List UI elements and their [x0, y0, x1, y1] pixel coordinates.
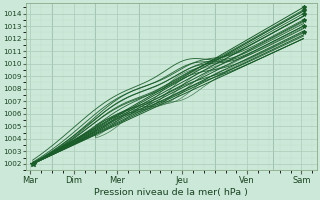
X-axis label: Pression niveau de la mer( hPa ): Pression niveau de la mer( hPa ) [94, 188, 248, 197]
